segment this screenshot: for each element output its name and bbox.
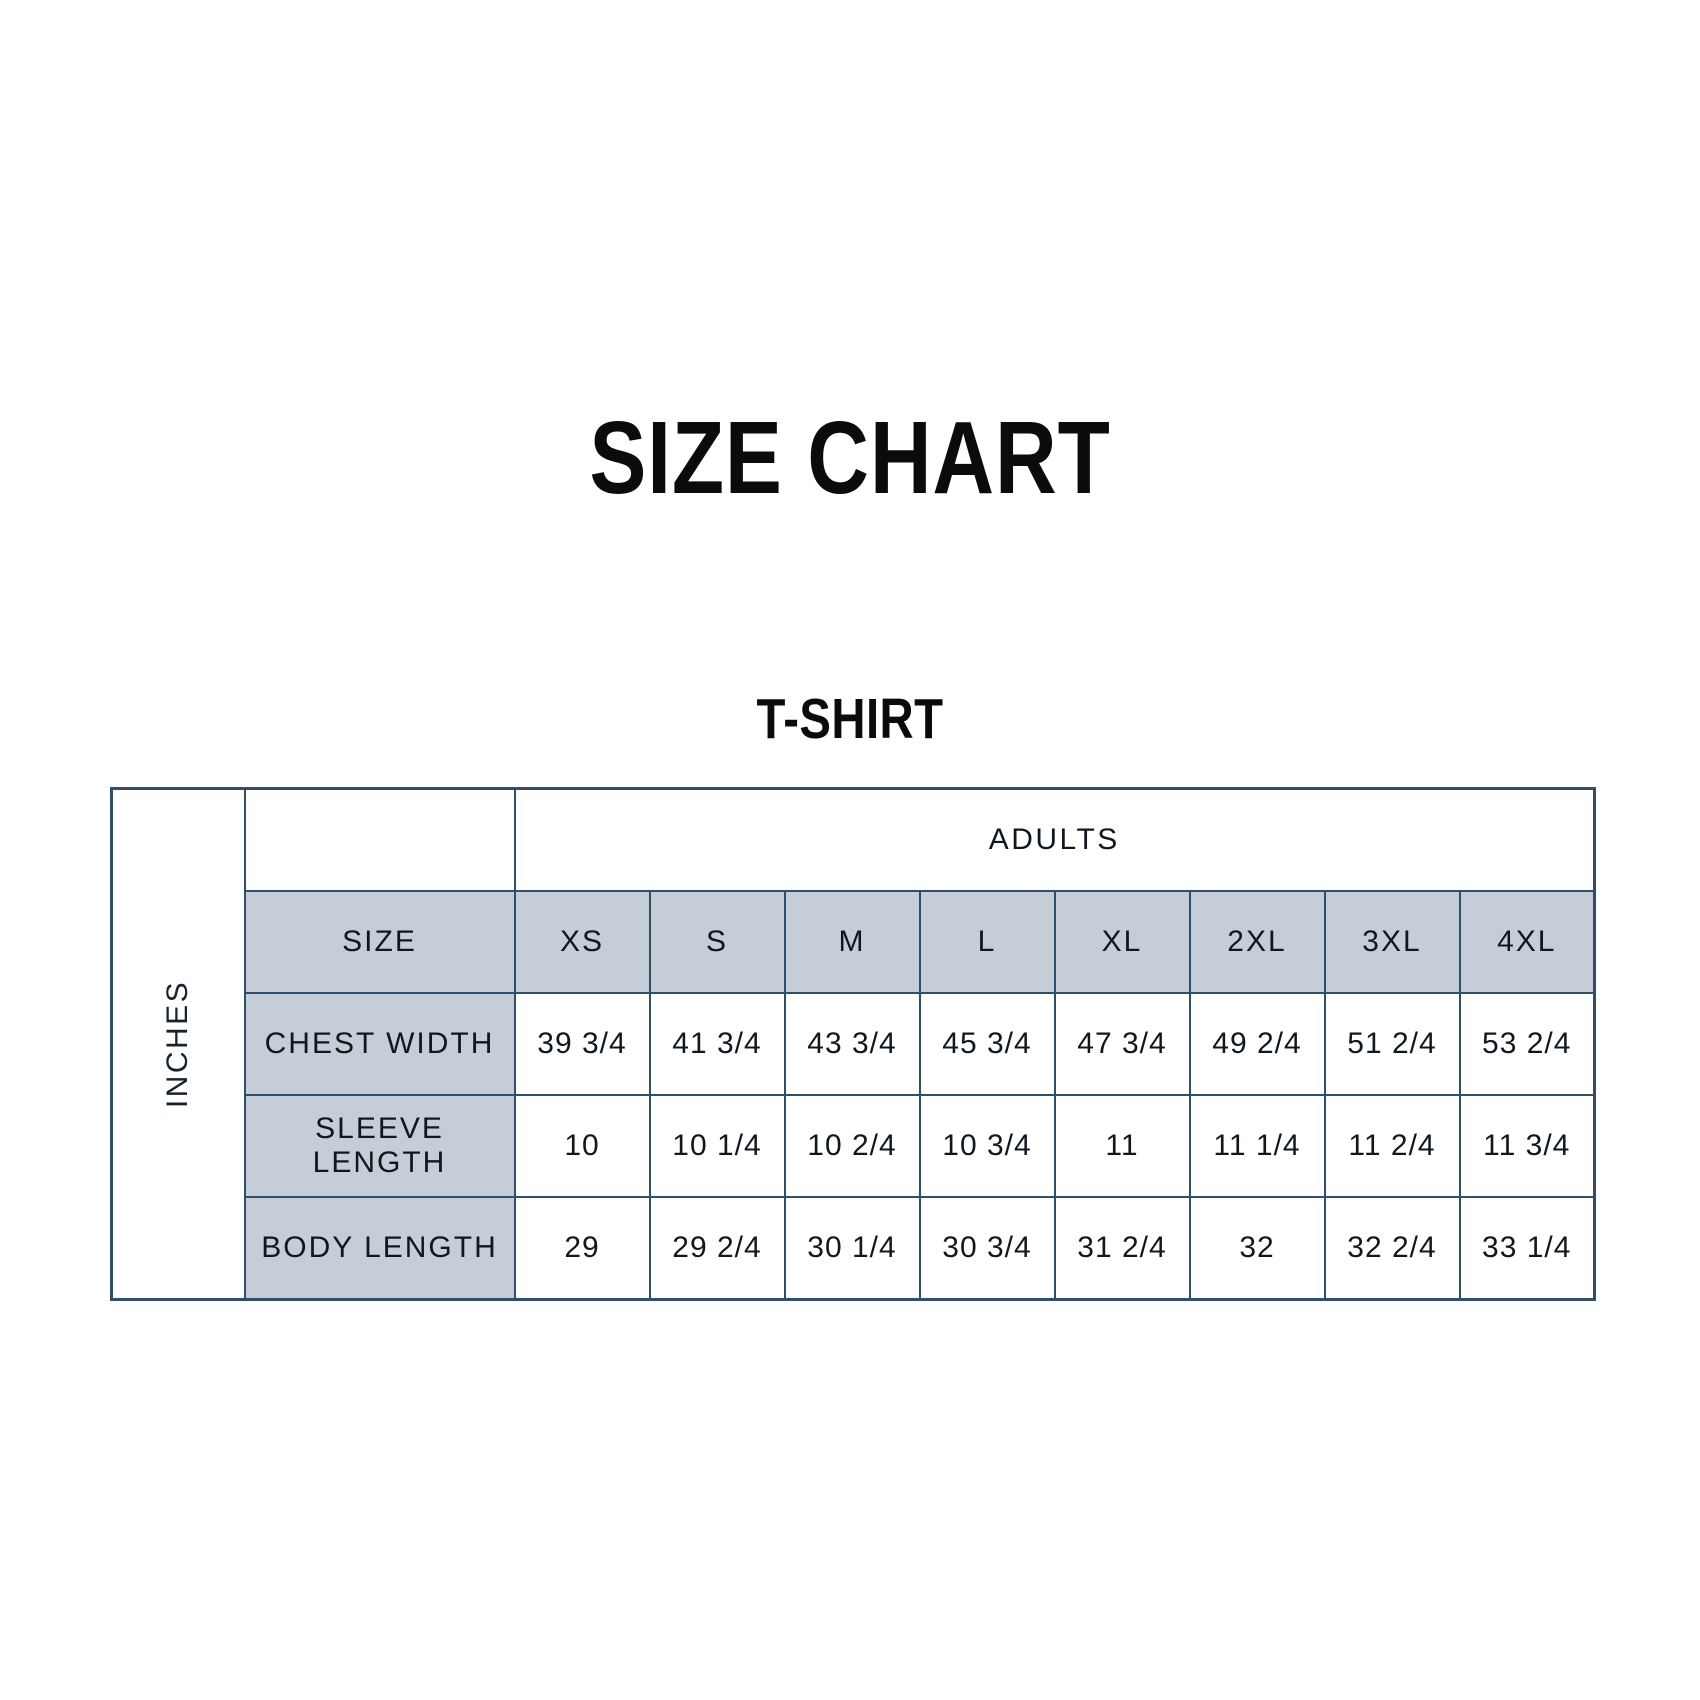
measurement-row-label: SLEEVE LENGTH	[243, 1094, 516, 1198]
body-length-xs: 29	[513, 1196, 651, 1301]
body-length-m: 30 1/4	[783, 1196, 921, 1301]
sleeve-length-3xl: 11 2/4	[1323, 1094, 1461, 1198]
size-col-header-xl: XL	[1053, 890, 1191, 994]
adults-header-row: INCHES ADULTS	[110, 787, 1596, 1301]
size-col-header-4xl: 4XL	[1458, 890, 1596, 994]
sleeve-length-2xl: 11 1/4	[1188, 1094, 1326, 1198]
sleeve-length-m: 10 2/4	[783, 1094, 921, 1198]
body-length-3xl: 32 2/4	[1323, 1196, 1461, 1301]
body-length-s: 29 2/4	[648, 1196, 786, 1301]
sleeve-length-s: 10 1/4	[648, 1094, 786, 1198]
unit-cell: INCHES	[110, 787, 246, 1301]
chest-width-xl: 47 3/4	[1053, 992, 1191, 1096]
size-col-header-xs: XS	[513, 890, 651, 994]
chest-width-2xl: 49 2/4	[1188, 992, 1326, 1096]
body-length-2xl: 32	[1188, 1196, 1326, 1301]
chest-width-l: 45 3/4	[918, 992, 1056, 1096]
size-col-header-2xl: 2XL	[1188, 890, 1326, 994]
page-title: SIZE CHART	[589, 400, 1111, 515]
adults-group-header: ADULTS	[513, 787, 1596, 892]
sleeve-length-xl: 11	[1053, 1094, 1191, 1198]
page-subtitle: T-SHIRT	[756, 687, 944, 751]
sleeve-length-4xl: 11 3/4	[1458, 1094, 1596, 1198]
body-length-4xl: 33 1/4	[1458, 1196, 1596, 1301]
chest-width-s: 41 3/4	[648, 992, 786, 1096]
size-header-label: SIZE	[243, 890, 516, 994]
size-col-header-l: L	[918, 890, 1056, 994]
chest-width-row: CHEST WIDTH 39 3/4 41 3/4 43 3/4 45 3/4 …	[112, 992, 1596, 1096]
size-col-header-3xl: 3XL	[1323, 890, 1461, 994]
measurement-row-label: CHEST WIDTH	[243, 992, 516, 1096]
size-chart-table-container: INCHES ADULTS SIZE XS S M L XL 2XL 3XL 4…	[110, 787, 1597, 1301]
sleeve-length-l: 10 3/4	[918, 1094, 1056, 1198]
chest-width-4xl: 53 2/4	[1458, 992, 1596, 1096]
sleeve-length-xs: 10	[513, 1094, 651, 1198]
measurement-row-label: BODY LENGTH	[243, 1196, 516, 1301]
sleeve-length-row: SLEEVE LENGTH 10 10 1/4 10 2/4 10 3/4 11…	[112, 1094, 1596, 1198]
chest-width-xs: 39 3/4	[513, 992, 651, 1096]
body-length-l: 30 3/4	[918, 1196, 1056, 1301]
empty-corner-cell	[243, 787, 516, 892]
body-length-row: BODY LENGTH 29 29 2/4 30 1/4 30 3/4 31 2…	[112, 1196, 1596, 1301]
size-chart-table: INCHES ADULTS SIZE XS S M L XL 2XL 3XL 4…	[110, 787, 1597, 1301]
size-col-header-m: M	[783, 890, 921, 994]
size-col-header-s: S	[648, 890, 786, 994]
unit-label: INCHES	[161, 979, 195, 1109]
chest-width-3xl: 51 2/4	[1323, 992, 1461, 1096]
size-header-row: SIZE XS S M L XL 2XL 3XL 4XL	[112, 890, 1596, 994]
body-length-xl: 31 2/4	[1053, 1196, 1191, 1301]
chest-width-m: 43 3/4	[783, 992, 921, 1096]
